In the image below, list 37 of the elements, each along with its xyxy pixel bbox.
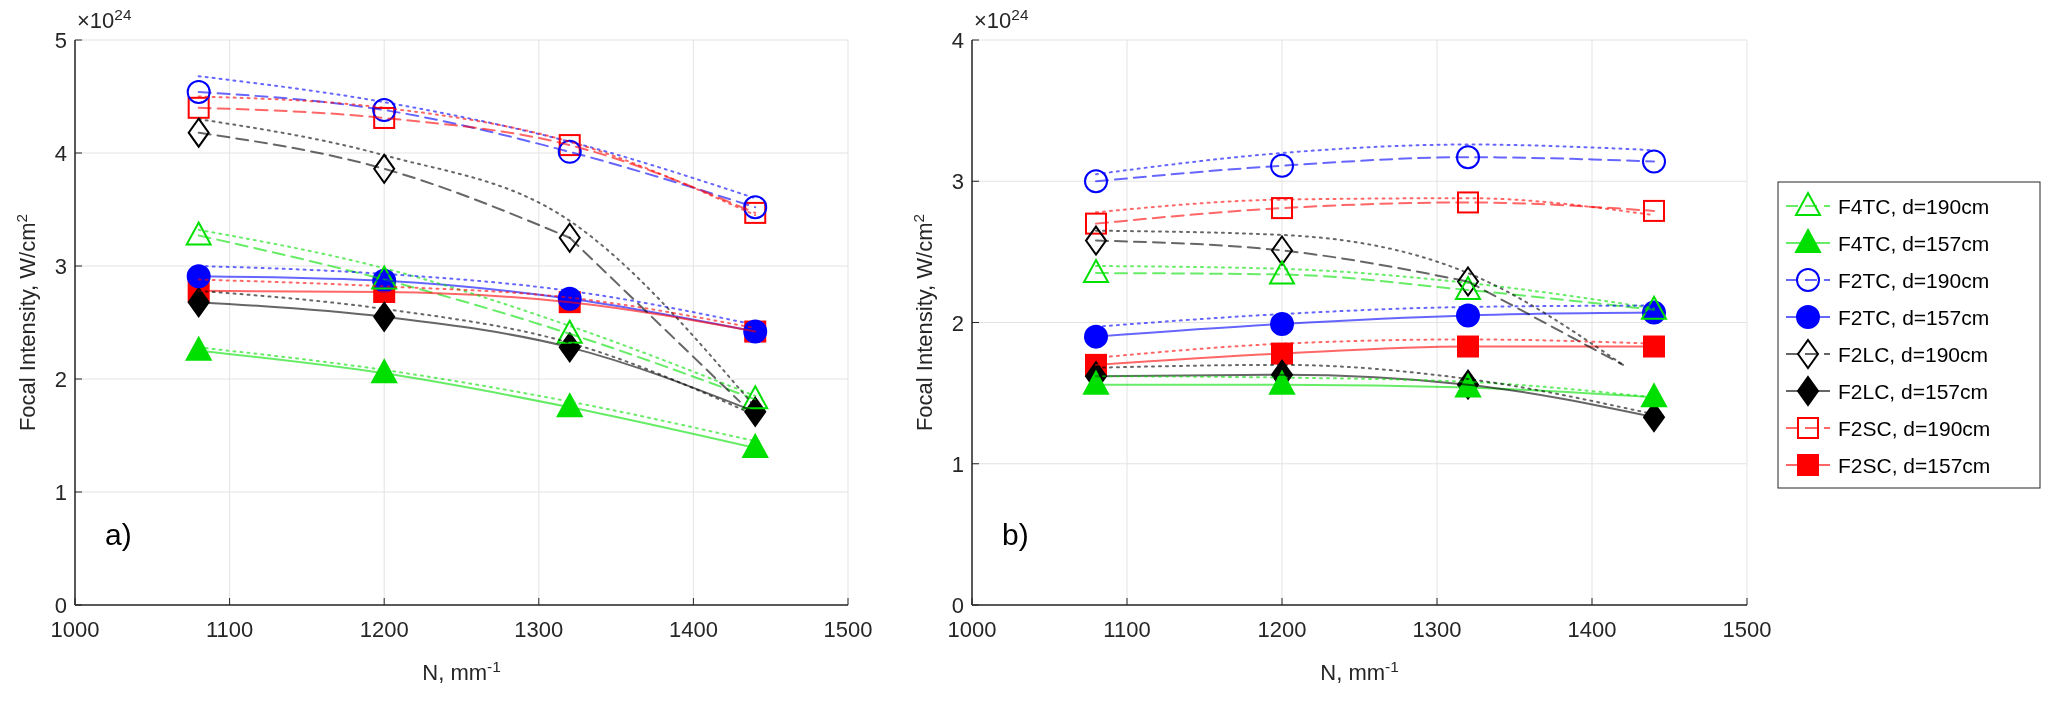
y-tick-label: 2 [54,367,67,392]
y-tick-label: 4 [951,28,964,53]
text: ×10$^{24}$ [974,5,1029,33]
x-tick-label: 1300 [514,617,564,642]
legend-label: F2TC, d=157cm [1838,306,1990,329]
annotation: b) [1002,518,1029,551]
legend-label: F2SC, d=190cm [1838,417,1991,440]
x-tick-label: 1000 [947,617,997,642]
x-axis-title: N, mm$^{-1}$ [1320,657,1399,685]
legend-label: F2LC, d=190cm [1838,343,1988,366]
x-tick-label: 1100 [1103,617,1151,642]
text: ×10$^{24}$ [77,5,132,33]
y-tick-label: 3 [54,254,67,279]
y-tick-label: 1 [54,480,67,505]
y-tick-label: 4 [54,141,67,166]
legend-label: F4TC, d=190cm [1838,195,1990,218]
legend-label: F2LC, d=157cm [1838,380,1988,403]
x-tick-label: 1400 [668,617,718,642]
legend-label: F2SC, d=157cm [1838,454,1991,477]
x-tick-label: 1500 [823,617,873,642]
y-tick-label: 0 [54,593,67,618]
y-tick-label: 2 [951,310,964,336]
y-tick-label: 0 [951,593,964,618]
x-tick-label: 1200 [359,617,409,642]
x-tick-label: 1000 [50,617,100,642]
y-tick-label: 3 [951,169,964,195]
x-tick-label: 1400 [1567,617,1617,642]
x-tick-label: 1200 [1257,617,1307,642]
x-tick-label: 1500 [1722,617,1772,642]
x-tick-label: 1300 [1412,617,1462,642]
x-axis-title: N, mm$^{-1}$ [422,657,501,685]
y-tick-label: 5 [54,28,67,53]
legend-label: F2TC, d=190cm [1838,269,1990,292]
legend-label: F4TC, d=157cm [1838,232,1990,255]
x-tick-label: 1100 [205,617,254,642]
y-tick-label: 1 [951,451,964,477]
annotation: a) [105,518,132,551]
